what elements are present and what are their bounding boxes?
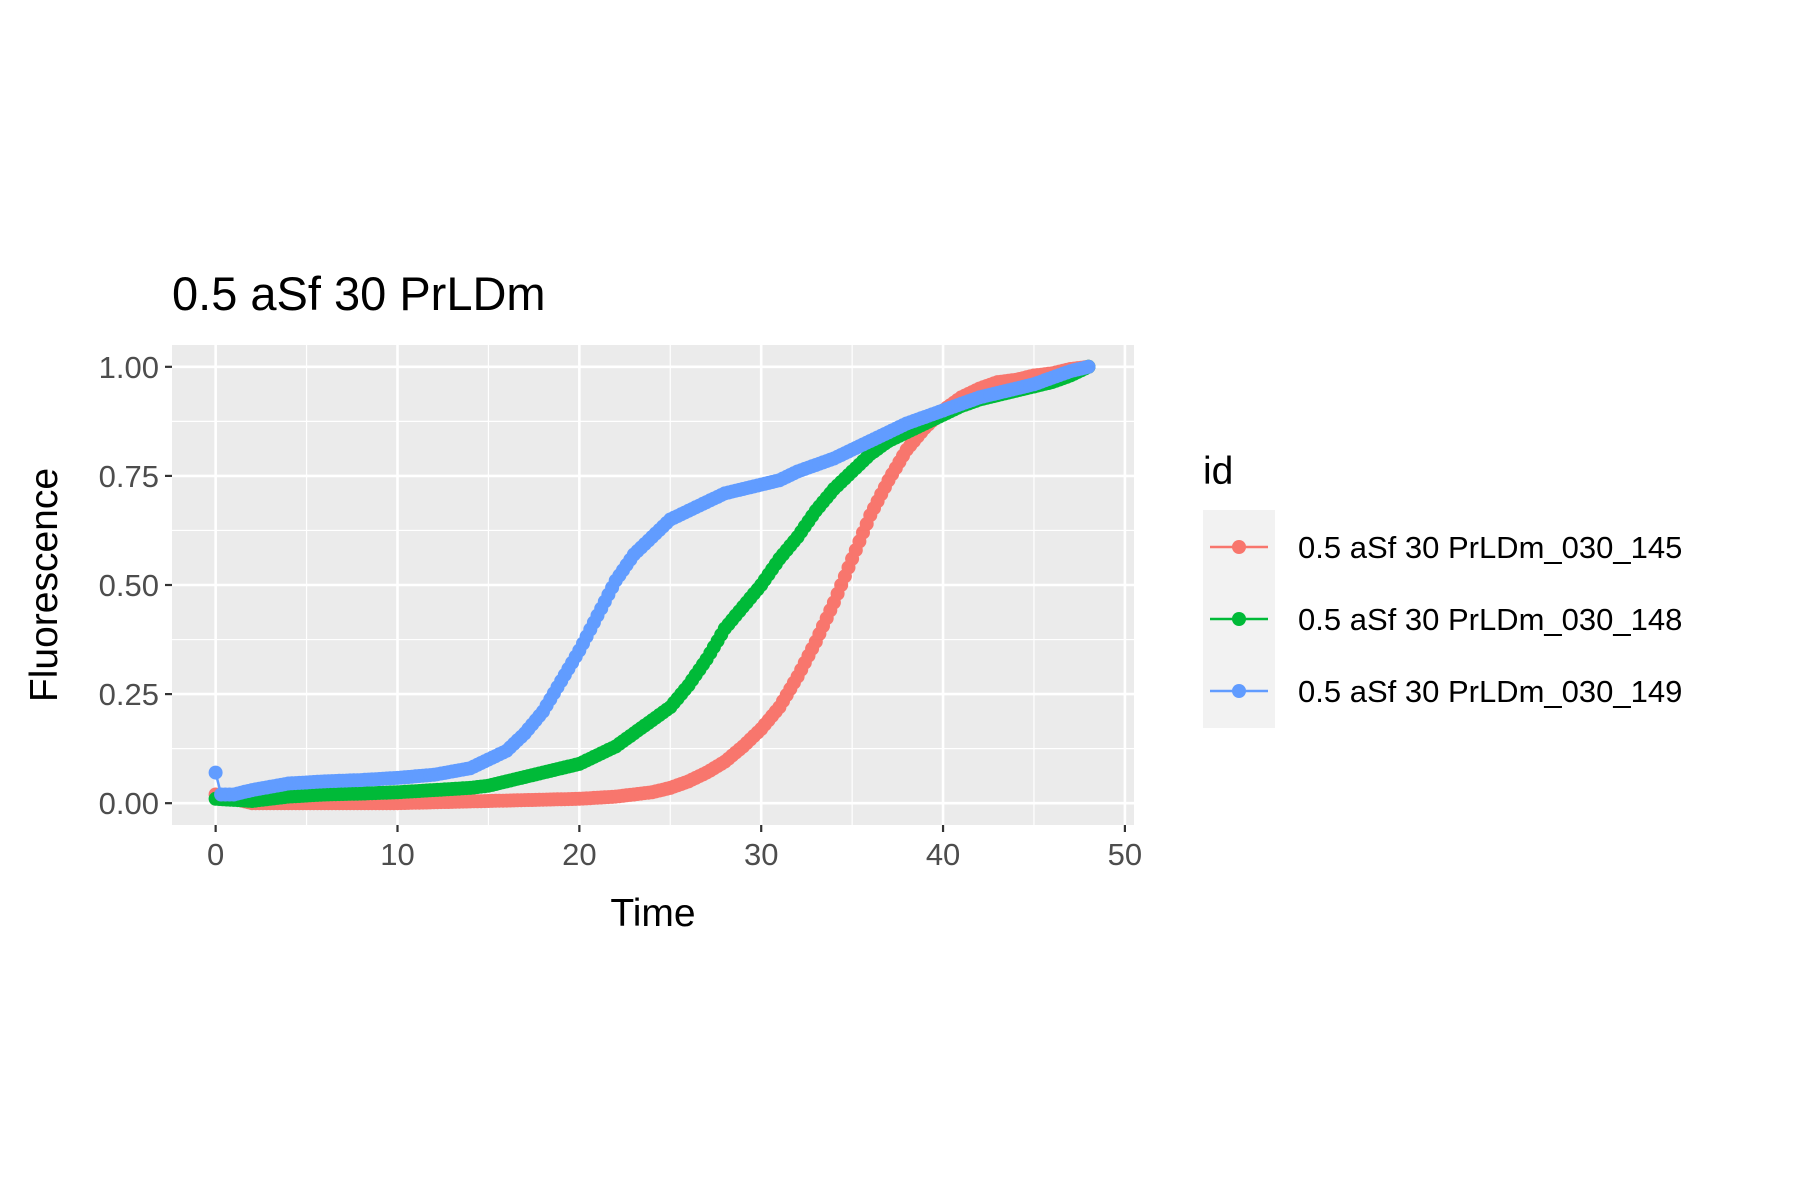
series-point [1081,359,1096,374]
y-axis-title: Fluorescence [23,468,66,702]
legend-key-marker [1232,540,1246,554]
legend-label: 0.5 aSf 30 PrLDm_030_149 [1298,674,1682,709]
chart-title: 0.5 aSf 30 PrLDm [172,267,546,320]
series-3 [208,359,1096,802]
series-layer [208,359,1096,811]
x-tick-label: 20 [562,837,596,872]
y-axis: 0.00 0.25 0.50 0.75 1.00 [99,350,172,821]
legend-key-1 [1210,540,1268,554]
x-axis: 0 10 20 30 40 50 [207,825,1142,872]
x-tick-label: 30 [744,837,778,872]
legend-key-marker [1232,612,1246,626]
legend-items: 0.5 aSf 30 PrLDm_030_145 0.5 aSf 30 PrLDm… [1210,530,1682,709]
y-tick-label: 0.25 [99,677,159,712]
legend-label: 0.5 aSf 30 PrLDm_030_148 [1298,602,1682,637]
legend-title: id [1203,450,1233,493]
x-tick-label: 40 [926,837,960,872]
legend-key-2 [1210,612,1268,626]
y-tick-label: 1.00 [99,350,159,385]
x-axis-title: Time [610,892,695,935]
legend-key-3 [1210,684,1268,698]
x-tick-label: 50 [1108,837,1142,872]
legend-label: 0.5 aSf 30 PrLDm_030_145 [1298,530,1682,565]
y-tick-label: 0.75 [99,459,159,494]
series-point [208,765,223,780]
legend-key-marker [1232,684,1246,698]
y-tick-label: 0.50 [99,568,159,603]
x-tick-label: 10 [380,837,414,872]
y-tick-label: 0.00 [99,786,159,821]
series-2 [208,359,1096,808]
x-tick-label: 0 [207,837,224,872]
